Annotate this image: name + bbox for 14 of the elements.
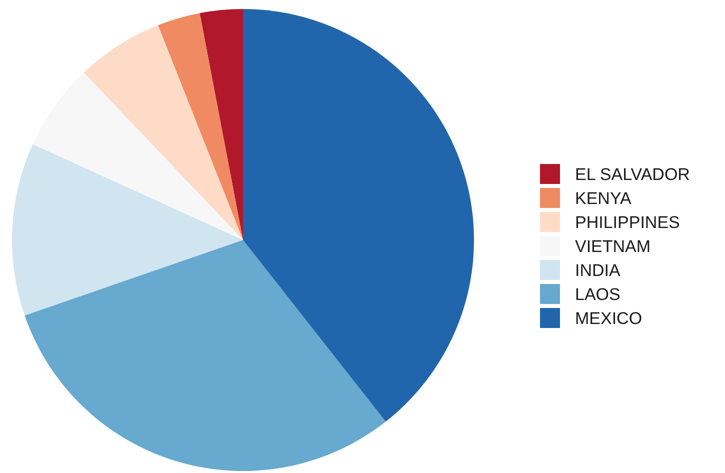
pie-slice	[158, 13, 243, 240]
pie-slice	[200, 9, 243, 240]
pie-slice	[32, 72, 243, 240]
legend-label: PHILIPPINES	[575, 213, 680, 232]
legend-label: MEXICO	[575, 309, 642, 328]
pie-slice	[12, 144, 243, 316]
legend-label: LAOS	[575, 285, 620, 304]
pie-slice	[24, 240, 386, 471]
legend-label: KENYA	[575, 189, 632, 208]
pie-slice	[84, 25, 243, 240]
legend-label: VIETNAM	[575, 237, 651, 256]
legend-label: INDIA	[575, 261, 621, 280]
pie-slice	[243, 9, 474, 422]
legend-label: EL SALVADOR	[575, 165, 690, 184]
